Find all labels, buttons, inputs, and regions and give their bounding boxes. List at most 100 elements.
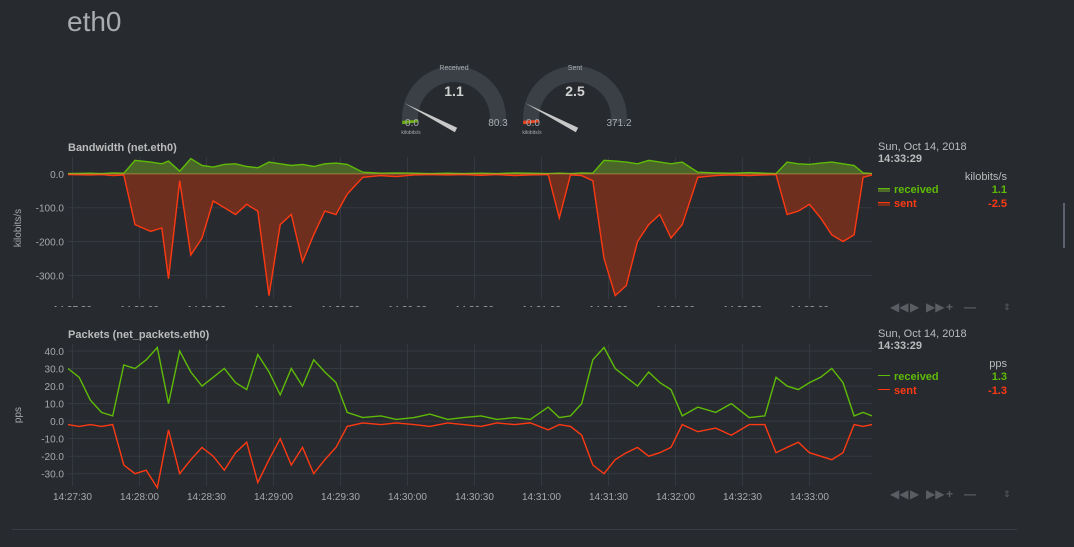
y-tick-label: 20.0 xyxy=(45,382,65,393)
x-tick-label: 14:28:30 xyxy=(187,492,226,503)
legend-time: 14:33:29 xyxy=(878,153,923,165)
gauge-fill xyxy=(523,119,540,125)
y-tick-label: -100.0 xyxy=(36,204,65,215)
scroll-indicator[interactable] xyxy=(1063,203,1065,248)
gauge-needle xyxy=(525,103,579,133)
gauge-max: 80.3 xyxy=(488,118,508,129)
legend-date: Sun, Oct 14, 2018 xyxy=(878,141,967,153)
x-tick-label: 14:27:30 xyxy=(53,492,92,503)
y-tick-label: -30.0 xyxy=(41,470,64,481)
legend-item-sent[interactable]: sent -1.3 xyxy=(878,385,1007,399)
x-tick-label: 14:31:00 xyxy=(522,305,561,307)
gauge-max: 371.2 xyxy=(606,118,631,129)
series-line-sent xyxy=(67,422,873,490)
gauge-fill xyxy=(402,119,419,125)
gauge-min: 0.0 xyxy=(405,118,419,129)
legend-label-sent: sent xyxy=(894,198,917,210)
legend-value-sent: -2.5 xyxy=(988,198,1007,210)
legend-date: Sun, Oct 14, 2018 xyxy=(878,328,967,340)
page-title: eth0 xyxy=(67,6,122,37)
gauge-value: 1.1 xyxy=(444,83,464,99)
x-tick-label: 14:30:00 xyxy=(388,492,427,503)
x-tick-label: 14:32:00 xyxy=(656,305,695,307)
packets-legend: Sun, Oct 14, 2018 14:33:29 pps received … xyxy=(878,328,1010,408)
legend-unit: kilobits/s xyxy=(964,171,1007,183)
x-tick-label: 14:28:00 xyxy=(120,305,159,307)
y-tick-label: 30.0 xyxy=(45,365,65,376)
gauge-title: Sent xyxy=(568,65,582,72)
x-tick-label: 14:29:30 xyxy=(321,305,360,307)
received-swatch xyxy=(878,375,890,379)
y-tick-label: -200.0 xyxy=(36,238,65,249)
zoom-out-icon[interactable]: — xyxy=(964,487,976,501)
x-tick-label: 14:29:00 xyxy=(254,492,293,503)
rewind-icon[interactable]: ◀◀ xyxy=(890,487,909,501)
x-tick-label: 14:31:30 xyxy=(589,492,628,503)
x-tick-label: 14:28:00 xyxy=(120,492,159,503)
x-tick-label: 14:29:30 xyxy=(321,492,360,503)
legend-value-received: 1.3 xyxy=(991,371,1007,383)
footer-divider xyxy=(12,529,1017,530)
legend-label-sent: sent xyxy=(894,385,917,397)
x-tick-label: 14:27:30 xyxy=(53,305,92,307)
x-tick-label: 14:30:00 xyxy=(388,305,427,307)
legend-time: 14:33:29 xyxy=(878,340,923,352)
resize-icon[interactable]: ⇕ xyxy=(1003,489,1011,499)
sent-swatch xyxy=(878,389,890,393)
chart-title: Bandwidth (net.eth0) xyxy=(68,142,177,154)
legend-item-received[interactable]: received 1.1 xyxy=(878,184,1007,198)
zoom-in-icon[interactable]: + xyxy=(946,487,954,501)
x-tick-label: 14:32:30 xyxy=(723,305,762,307)
x-tick-label: 14:30:30 xyxy=(455,492,494,503)
gauge-track xyxy=(402,65,506,125)
gauge-sent: Sent 2.5 0.0 371.2 kilobits/s xyxy=(522,65,632,136)
gauges: Received 1.1 0.0 80.3 kilobits/s Sent 2.5 0.0 3… xyxy=(401,65,632,136)
sent-swatch xyxy=(878,202,890,207)
legend-item-received[interactable]: received 1.3 xyxy=(878,371,1007,385)
resize-icon[interactable]: ⇕ xyxy=(1003,302,1011,312)
fast-forward-icon[interactable]: ▶▶ xyxy=(926,487,945,501)
bandwidth-toolbar: ◀◀ ▶ ▶▶ + — ⇕ xyxy=(890,300,1012,314)
y-tick-label: -10.0 xyxy=(41,435,64,446)
gauge-value: 2.5 xyxy=(565,83,585,99)
play-icon[interactable]: ▶ xyxy=(910,487,920,501)
series-line-received xyxy=(67,345,873,421)
y-tick-label: 10.0 xyxy=(45,400,65,411)
packets-chart[interactable]: Packets (net_packets.eth0)pps 40.0 30.0 20.… xyxy=(0,324,1074,504)
bandwidth-chart[interactable]: Bandwidth (net.eth0) kilobits/s 0.0 -100.0 -… xyxy=(0,137,1074,307)
gauge-track xyxy=(523,65,627,125)
x-tick-label: 14:28:30 xyxy=(187,305,226,307)
y-tick-label: 0.0 xyxy=(50,170,64,181)
fast-forward-icon[interactable]: ▶▶ xyxy=(926,300,945,314)
gauge-received: Received 1.1 0.0 80.3 kilobits/s xyxy=(401,65,508,136)
zoom-in-icon[interactable]: + xyxy=(946,300,954,314)
bandwidth-legend: Sun, Oct 14, 2018 14:33:29 kilobits/s re… xyxy=(878,141,1010,221)
x-tick-label: 14:29:00 xyxy=(254,305,293,307)
x-tick-label: 14:31:00 xyxy=(522,492,561,503)
y-axis-label: pps xyxy=(13,407,24,423)
legend-value-received: 1.1 xyxy=(991,184,1007,196)
x-tick-label: 14:30:30 xyxy=(455,305,494,307)
series-line-received xyxy=(67,157,873,175)
gauge-needle xyxy=(404,103,458,133)
series-area-sent xyxy=(68,173,872,296)
x-tick-label: 14:32:30 xyxy=(723,492,762,503)
x-tick-label: 14:33:00 xyxy=(790,492,829,503)
gauge-title: Received xyxy=(439,65,468,72)
play-icon[interactable]: ▶ xyxy=(910,300,920,314)
legend-item-sent[interactable]: sent -2.5 xyxy=(878,198,1007,212)
y-axis-label: kilobits/s xyxy=(13,209,24,247)
gauge-unit: kilobits/s xyxy=(522,130,542,136)
x-tick-label: 14:33:00 xyxy=(790,305,829,307)
gauge-unit: kilobits/s xyxy=(401,130,421,136)
rewind-icon[interactable]: ◀◀ xyxy=(890,300,909,314)
y-tick-label: -300.0 xyxy=(36,271,65,282)
legend-value-sent: -1.3 xyxy=(988,385,1007,397)
chart-title: Packets (net_packets.eth0) xyxy=(68,329,210,341)
received-swatch xyxy=(878,188,890,193)
y-tick-label: 0.0 xyxy=(50,417,64,428)
x-tick-label: 14:31:30 xyxy=(589,305,628,307)
legend-unit: pps xyxy=(989,358,1007,370)
zoom-out-icon[interactable]: — xyxy=(964,300,976,314)
series-line-sent xyxy=(67,173,873,297)
